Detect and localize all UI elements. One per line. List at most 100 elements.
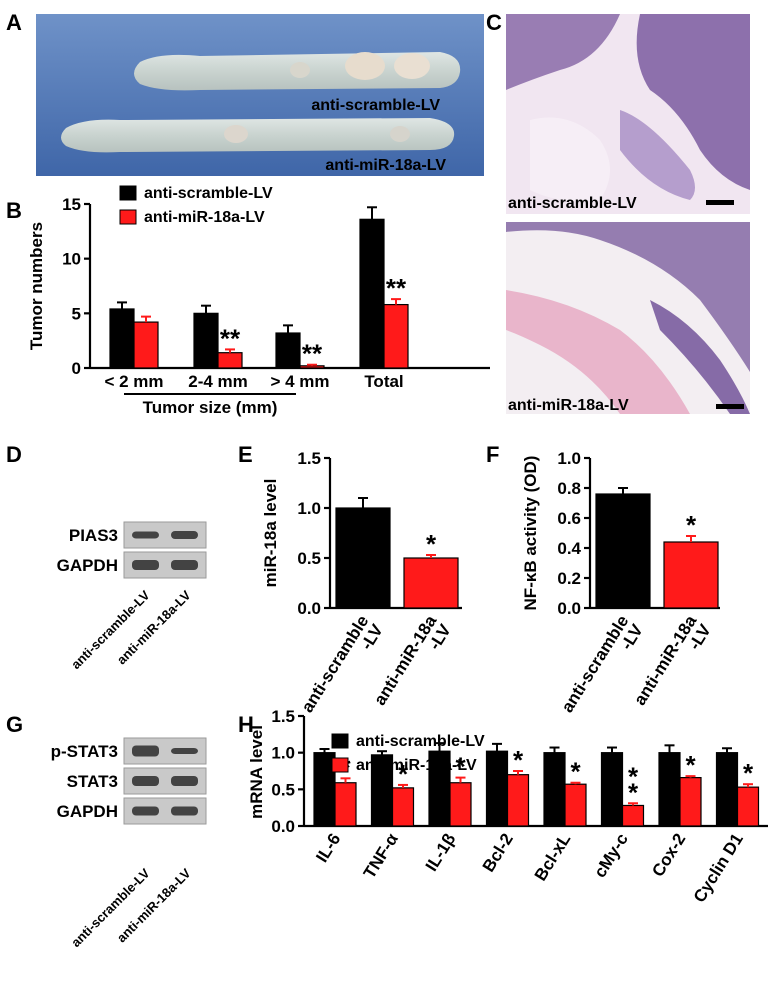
chart-e-y-tick-label: 0.5 bbox=[297, 549, 321, 568]
chart-h-x-tick-label: Cox-2 bbox=[648, 830, 689, 880]
photo-label-bottom: anti-miR-18a-LV bbox=[325, 157, 446, 174]
chart-e-mir18a-bar bbox=[403, 557, 459, 609]
chart-b-significance: ** bbox=[386, 273, 407, 303]
chart-b-mir18a-bar bbox=[133, 321, 159, 369]
chart-b-y-tick-label: 15 bbox=[62, 195, 81, 214]
blot-band-label: PIAS3 bbox=[69, 526, 118, 545]
chart-b-x-label: Tumor size (mm) bbox=[143, 398, 278, 417]
chart-b-mir18a-bar bbox=[383, 303, 409, 369]
chart-h-significance: * bbox=[455, 752, 466, 782]
chart-h-legend-label: anti-miR-18a-LV bbox=[356, 757, 477, 774]
chart-h-x-tick-label: Cyclin D1 bbox=[690, 830, 747, 906]
chart-e-y-label: miR-18a level bbox=[261, 479, 280, 588]
chart-h-legend-label: anti-scramble-LV bbox=[356, 733, 485, 750]
panel-a-letter: A bbox=[6, 10, 22, 35]
chart-e: 0.0 0.5 1.0 1.5 miR-18a level anti-scramble-L… bbox=[261, 449, 462, 724]
blot-band bbox=[132, 531, 159, 539]
chart-f-y-tick-label: 0.2 bbox=[557, 569, 581, 588]
chart-h-x-tick-label: IL-6 bbox=[312, 830, 344, 866]
chart-h-legend-swatch bbox=[331, 733, 349, 749]
chart-h-mir18a-bar bbox=[736, 786, 760, 827]
chart-h-scramble-bar bbox=[600, 752, 624, 827]
blot-band-label: GAPDH bbox=[57, 802, 118, 821]
panel-d-letter: D bbox=[6, 442, 22, 467]
chart-b-x-tick-label: Total bbox=[364, 372, 403, 391]
chart-b-x-tick-label: 2-4 mm bbox=[188, 372, 248, 391]
panel-c-letter: C bbox=[486, 10, 502, 35]
chart-f-mir18a-bar bbox=[663, 541, 719, 609]
chart-f-x-tick-line: anti-miR-18a bbox=[630, 612, 700, 709]
chart-h-x-tick-label: cMy-c bbox=[590, 830, 632, 881]
histology-label-top: anti-scramble-LV bbox=[508, 195, 637, 212]
chart-f-scramble-bar bbox=[595, 493, 651, 609]
panel-f-letter: F bbox=[486, 442, 499, 467]
blot-band-label: GAPDH bbox=[57, 556, 118, 575]
chart-h-significance: * bbox=[685, 750, 696, 780]
western-blot-g: p-STAT3STAT3GAPDHanti-scramble-LVanti-mi… bbox=[51, 737, 207, 950]
chart-h-scramble-bar bbox=[543, 752, 566, 827]
chart-e-significance: * bbox=[426, 529, 437, 559]
chart-f-y-label: NF-κB activity (OD) bbox=[521, 456, 540, 611]
chart-b-legend-swatch bbox=[119, 209, 137, 225]
chart-h-significance: * bbox=[570, 757, 581, 787]
blot-band bbox=[132, 776, 159, 786]
blot-lane-label: anti-miR-18a-LV bbox=[114, 587, 194, 667]
chart-f: 0.0 0.2 0.4 0.6 0.8 1.0 NF-κB activity (OD) ant… bbox=[521, 449, 720, 724]
chart-e-x-tick-label: anti-scramble-LV bbox=[298, 611, 387, 724]
chart-b-scramble-bar bbox=[193, 312, 219, 369]
histology-bottom: anti-miR-18a-LV bbox=[506, 222, 750, 414]
blot-band bbox=[171, 560, 198, 570]
chart-b-x-tick-label: > 4 mm bbox=[270, 372, 329, 391]
chart-h-significance: * bbox=[513, 745, 524, 775]
blot-lane-label: anti-miR-18a-LV bbox=[114, 865, 194, 945]
chart-b-y-tick-label: 0 bbox=[72, 359, 81, 378]
chart-h-mir18a-bar bbox=[334, 782, 357, 827]
chart-h-scramble-bar bbox=[715, 752, 739, 827]
chart-f-y-tick-label: 0.4 bbox=[557, 539, 581, 558]
blot-band bbox=[171, 776, 198, 786]
chart-b-y-label: Tumor numbers bbox=[27, 222, 46, 350]
chart-f-y-tick-label: 0.6 bbox=[557, 509, 581, 528]
chart-b: 0 5 10 15 Tumor numbers < 2 mm ** 2-4 mm ** > 4 m… bbox=[27, 185, 490, 417]
blot-band bbox=[132, 806, 159, 816]
chart-b-y-tick-label: 10 bbox=[62, 250, 81, 269]
photo-label-top: anti-scramble-LV bbox=[311, 97, 440, 114]
blot-band-label: STAT3 bbox=[67, 772, 118, 791]
chart-h-significance: * bbox=[628, 777, 639, 807]
blot-band bbox=[171, 531, 198, 539]
western-blot-d: PIAS3GAPDHanti-scramble-LVanti-miR-18a-L… bbox=[57, 521, 207, 672]
chart-h-y-tick-label: 1.0 bbox=[271, 744, 295, 763]
blot-band-label: p-STAT3 bbox=[51, 742, 118, 761]
chart-e-x-tick-line: anti-scramble bbox=[298, 612, 373, 716]
chart-f-significance: * bbox=[686, 510, 697, 540]
panel-h-letter: H bbox=[238, 712, 254, 737]
blot-band bbox=[132, 745, 159, 757]
chart-f-x-tick-label: anti-scramble-LV bbox=[558, 611, 647, 724]
chart-h-mir18a-bar bbox=[506, 774, 530, 827]
chart-h-y-tick-label: 0.0 bbox=[271, 817, 295, 836]
chart-h-significance: * bbox=[628, 761, 639, 791]
chart-h-mir18a-bar bbox=[679, 776, 702, 827]
colon-photo: anti-scramble-LV anti-miR-18a-LV bbox=[36, 14, 484, 176]
chart-b-y-tick-label: 5 bbox=[72, 304, 81, 323]
chart-h-legend-swatch bbox=[331, 757, 349, 773]
chart-b-legend-label: anti-scramble-LV bbox=[144, 185, 273, 202]
blot-band bbox=[171, 806, 198, 816]
chart-h-mir18a-bar bbox=[449, 782, 472, 827]
chart-h-scramble-bar bbox=[485, 750, 509, 827]
chart-h-y-tick-label: 0.5 bbox=[271, 780, 295, 799]
chart-e-y-tick-label: 1.5 bbox=[297, 449, 321, 468]
chart-e-y-tick-label: 1.0 bbox=[297, 499, 321, 518]
chart-b-scramble-bar bbox=[109, 308, 135, 369]
panel-b-letter: B bbox=[6, 198, 22, 223]
chart-b-x-tick-label: < 2 mm bbox=[104, 372, 163, 391]
chart-h: 0.0 0.5 1.0 1.5 mRNA level * IL-6 * TNF-α * IL-1β *… bbox=[247, 707, 768, 906]
chart-h-x-tick-label: Bcl-2 bbox=[479, 830, 517, 875]
chart-h-significance: * bbox=[743, 758, 754, 788]
chart-b-legend-swatch bbox=[119, 185, 137, 201]
chart-f-y-tick-label: 0.0 bbox=[557, 599, 581, 618]
chart-h-mir18a-bar bbox=[564, 783, 587, 827]
chart-e-y-tick-label: 0.0 bbox=[297, 599, 321, 618]
chart-b-legend-label: anti-miR-18a-LV bbox=[144, 209, 265, 226]
